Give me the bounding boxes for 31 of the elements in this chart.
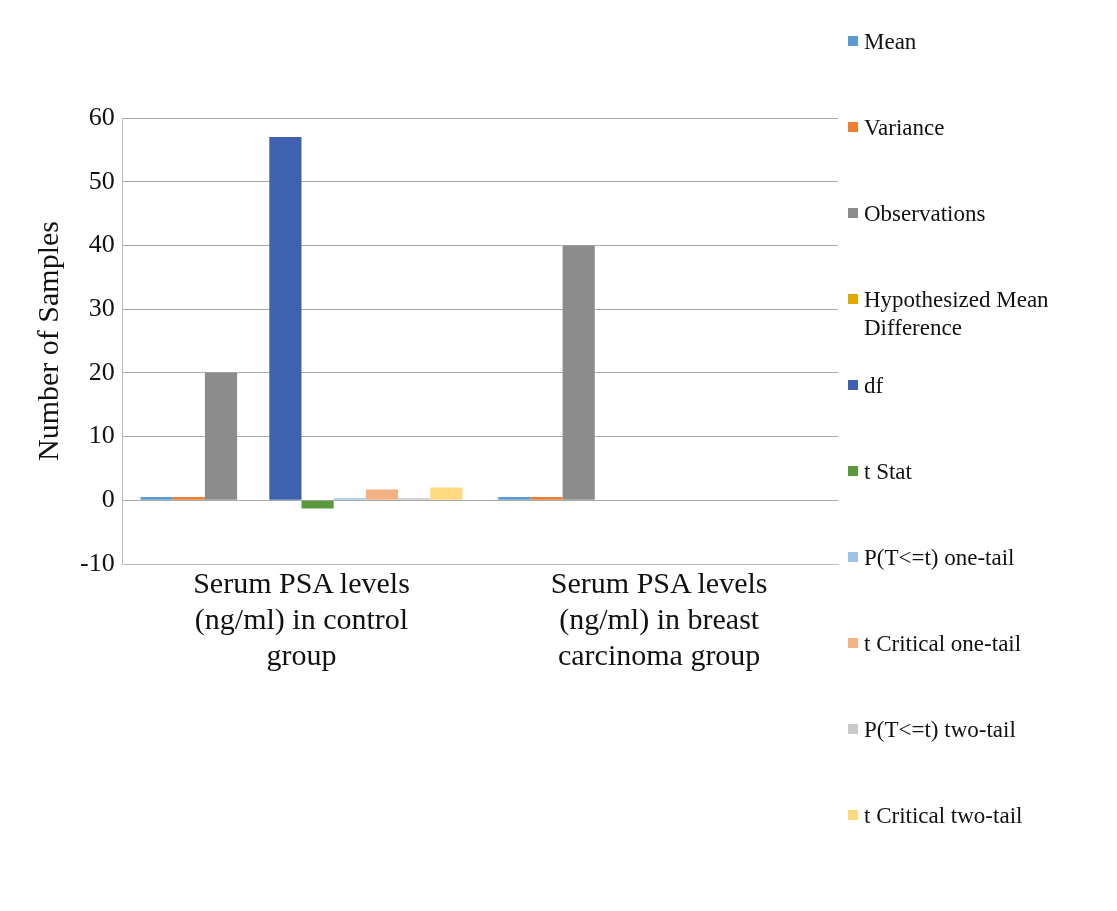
y-tick-label: 0: [101, 484, 115, 514]
y-tick-label: 40: [88, 229, 115, 259]
x-tick-label: Serum PSA levels (ng/ml) in control group: [193, 565, 410, 671]
legend-label: t Critical one-tail: [864, 630, 1022, 658]
bar: [301, 500, 334, 509]
legend-label: Hypothesized Mean Difference: [864, 286, 1050, 342]
y-axis-title: Number of Samples: [30, 221, 64, 461]
bar: [498, 497, 531, 500]
legend-label: Mean: [864, 28, 917, 56]
y-tick-label: 20: [88, 356, 115, 386]
y-tick-label: -10: [79, 547, 115, 577]
bar: [269, 137, 302, 500]
legend-label: Observations: [864, 200, 986, 228]
legend-label: Variance: [864, 114, 945, 142]
legend-label: P(T<=t) one-tail: [864, 544, 1015, 572]
bar: [204, 372, 238, 500]
legend-label: t Critical two-tail: [864, 802, 1023, 830]
bar: [172, 497, 205, 500]
y-tick-label: 10: [88, 420, 115, 450]
legend-label: P(T<=t) two-tail: [864, 716, 1016, 744]
y-tick-label: 60: [88, 101, 115, 131]
bar: [430, 487, 463, 500]
bar: [562, 245, 595, 500]
bar: [365, 489, 399, 500]
bar: [530, 497, 563, 500]
bar: [140, 497, 173, 500]
y-tick-label: 30: [88, 292, 115, 322]
legend-label: df: [864, 372, 884, 400]
x-tick-label: Serum PSA levels (ng/ml) in breast carcinoma group: [550, 565, 768, 671]
legend-label: t Stat: [864, 458, 912, 486]
y-tick-label: 50: [88, 165, 115, 195]
